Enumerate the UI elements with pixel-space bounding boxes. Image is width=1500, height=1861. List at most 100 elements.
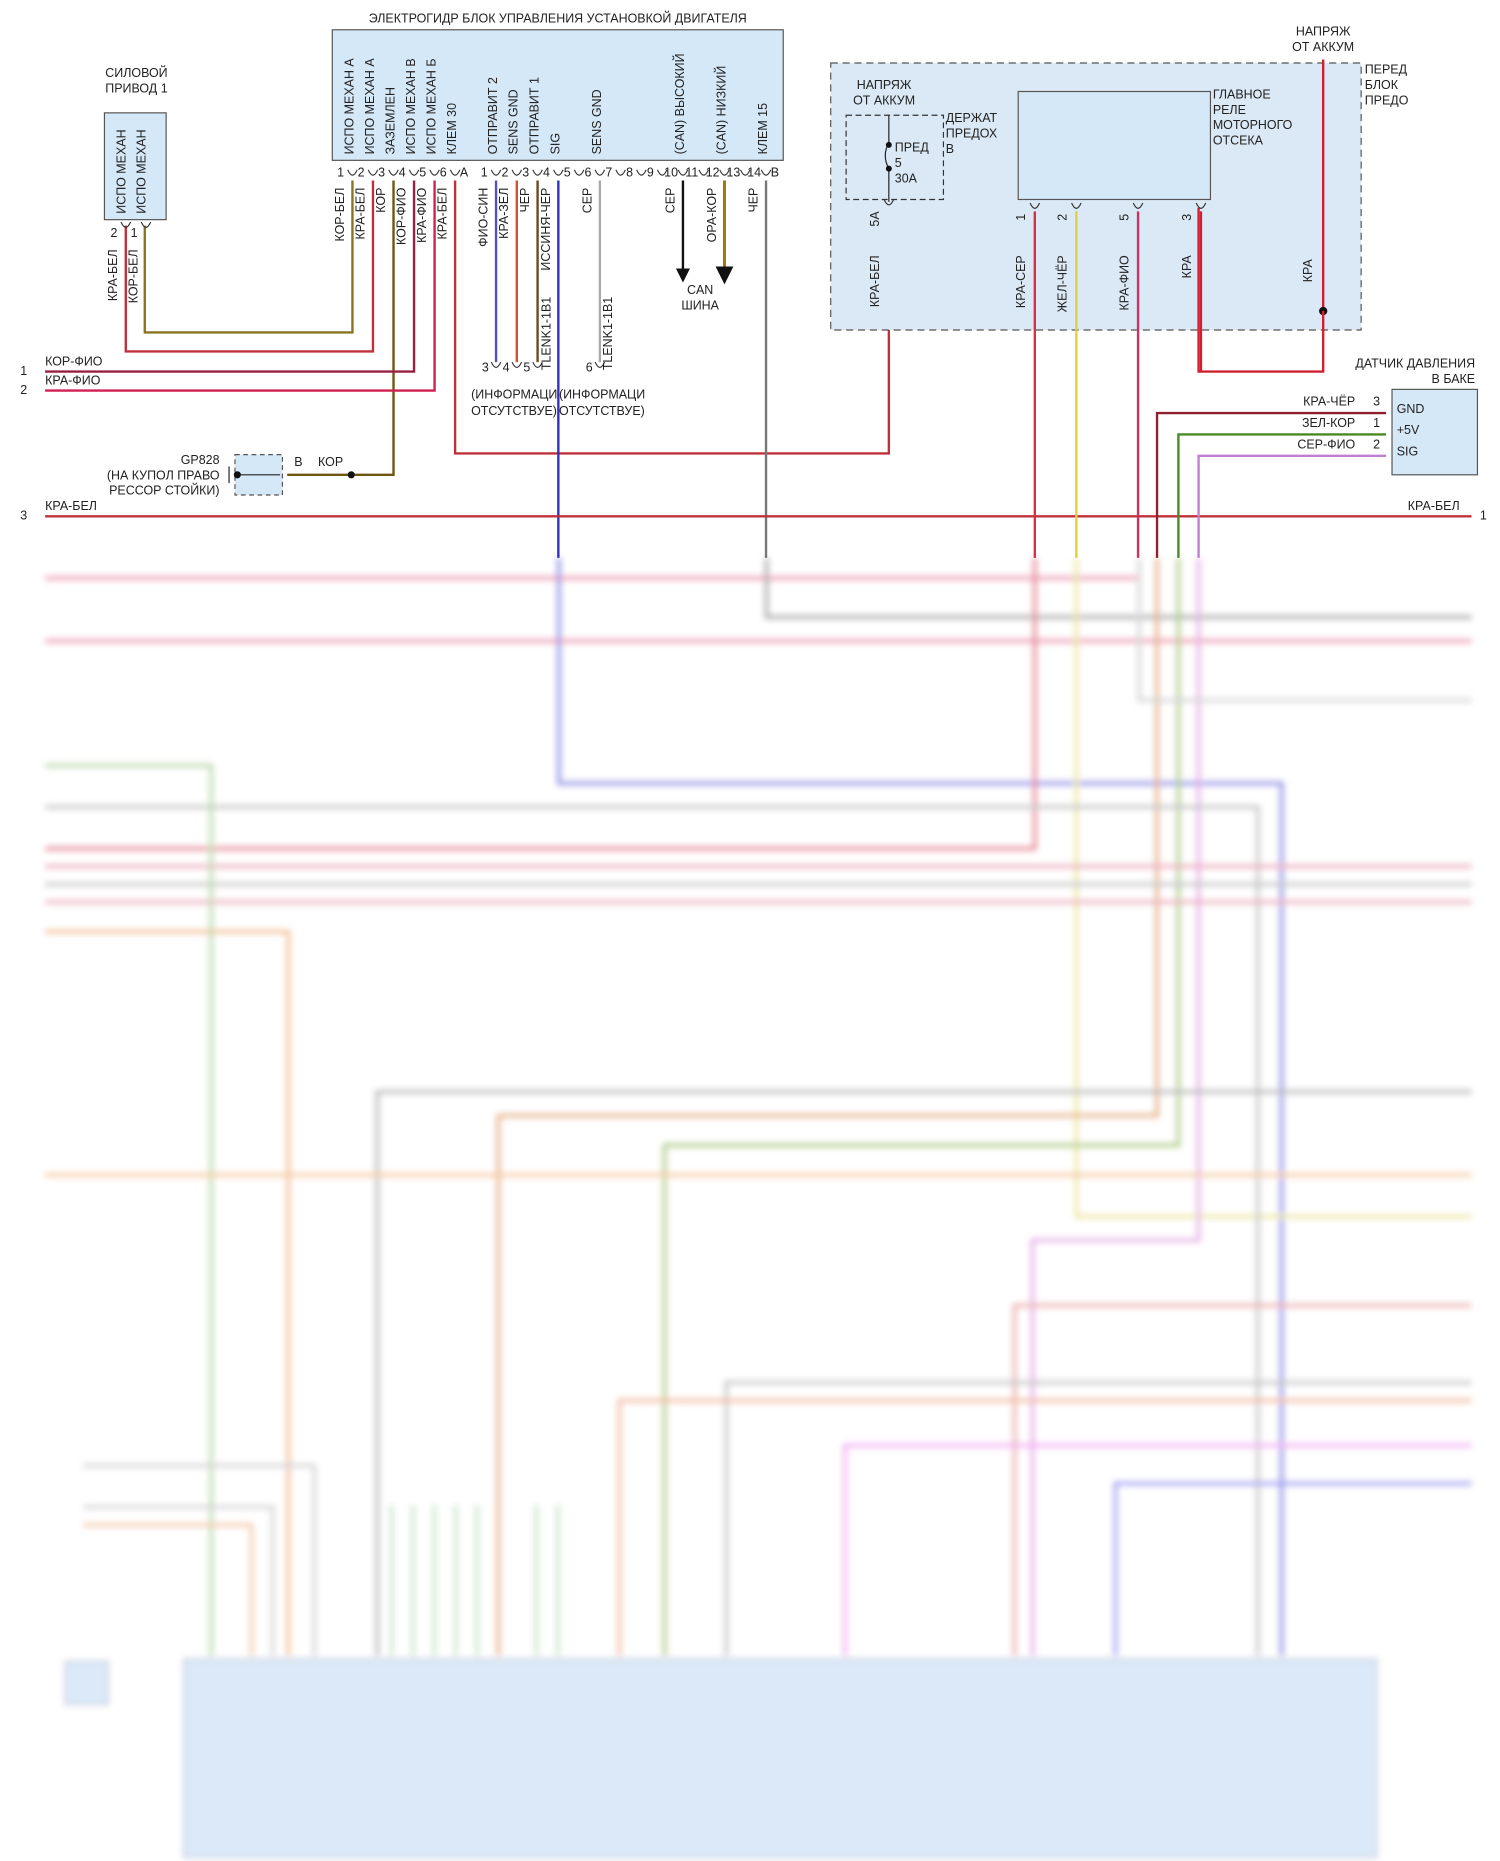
- wire: [1197, 207, 1325, 373]
- pin-function: КЛЕМ 15: [756, 103, 770, 154]
- wire-color: ИССИНЯ-ЧЕР: [539, 188, 553, 271]
- component-title: ПРЕДО: [1365, 93, 1409, 107]
- splice-dot: [885, 141, 892, 148]
- note: (ИНФОРМАЦИ: [559, 388, 645, 402]
- wire-color: СЕР: [580, 188, 594, 214]
- pin-number: 3: [1180, 214, 1194, 221]
- supply-label: ОТ АККУМ: [1292, 40, 1354, 54]
- connector-pin: [449, 169, 461, 176]
- connector-pin: [1132, 202, 1144, 209]
- connector-pin: [594, 169, 606, 176]
- wire-color: ФИО-СИН: [476, 188, 490, 247]
- pin-number: 10: [664, 166, 678, 180]
- pin-function: SIG: [1397, 445, 1418, 459]
- wire-color: ОРА-КОР: [705, 188, 719, 243]
- supply-label: ОТ АККУМ: [853, 93, 915, 107]
- wire-color: ЗЕЛ-КОР: [1302, 416, 1355, 430]
- pin-number: 1: [481, 166, 488, 180]
- wire: [496, 557, 1159, 1656]
- pin-number: 5: [523, 360, 530, 374]
- line-number: 1: [20, 364, 27, 378]
- wire: [124, 180, 375, 353]
- ground-symbol: [228, 466, 281, 484]
- component-title: МОТОРНОГО: [1213, 118, 1293, 132]
- wire-color: ЧЕР: [746, 188, 760, 213]
- pin-function: +5V: [1397, 423, 1420, 437]
- wire: [1197, 454, 1387, 558]
- connector-pin: [739, 169, 751, 176]
- pin-function: КЛЕМ 30: [445, 103, 459, 154]
- wire-color: КРА: [1301, 258, 1315, 282]
- connector-pin: [553, 169, 564, 176]
- wire-color: КРА-БЕЛ: [353, 188, 367, 240]
- pin-function: (CAN) НИЗКИЙ: [713, 66, 728, 155]
- component-title: ОТСЕКА: [1213, 134, 1264, 148]
- pin-function: ОТПРАВИТ 2: [486, 77, 500, 154]
- connector-pin: [656, 169, 668, 176]
- pin-number: 2: [501, 166, 508, 180]
- wire-color: КРА-ФИО: [1117, 255, 1131, 311]
- pin-function: ОТПРАВИТ 1: [528, 77, 542, 154]
- connector-pin: [532, 169, 543, 176]
- wire: [375, 1090, 1472, 1656]
- module-box: [64, 1660, 109, 1705]
- wire: [1137, 557, 1472, 703]
- pin-function: ЗАЗЕМЛЕН: [383, 87, 397, 154]
- wire: [617, 1398, 1472, 1656]
- pin-number: 11: [685, 166, 698, 180]
- component-title: РЕЛЕ: [1213, 103, 1246, 117]
- pin-number: 1: [337, 166, 344, 180]
- connector-pin: [1029, 202, 1041, 209]
- wire: [843, 1443, 1472, 1656]
- wire: [724, 1380, 1472, 1656]
- note: ОТСУТСТВУЕ): [559, 404, 645, 418]
- connector-pin: [677, 169, 689, 176]
- ecu-title: ЭЛЕКТРОГИДР БЛОК УПРАВЛЕНИЯ УСТАНОВКОЙ Д…: [369, 10, 747, 25]
- pin-number: 1: [131, 226, 138, 240]
- connector-pin: [511, 361, 523, 368]
- connector-id: B: [771, 166, 779, 180]
- wire-color: КРА-БЕЛ: [1408, 499, 1460, 513]
- splice-code: TLENK1-1B1: [539, 297, 553, 370]
- wire-color: СЕР-ФИО: [1297, 437, 1355, 451]
- pin-number: 3: [1373, 395, 1380, 409]
- component-title: ПРИВОД 1: [105, 81, 167, 95]
- wire-color: КРА-ФИО: [415, 187, 429, 243]
- pin-function: ИСПО МЕХАН Б: [424, 58, 438, 154]
- pin-number: 5: [419, 166, 426, 180]
- component-title: В БАКЕ: [1432, 372, 1476, 386]
- pin-number: 4: [543, 166, 550, 180]
- sensor-box: [1391, 388, 1479, 476]
- wire-color: КРА: [1180, 255, 1194, 279]
- connector-pin: [511, 169, 523, 176]
- wire: [1113, 1481, 1472, 1656]
- pin-number: 9: [647, 166, 654, 180]
- wire-color: ЧЕР: [518, 188, 532, 213]
- connector-pin: [594, 361, 606, 368]
- component-title: ПРЕДОХ: [946, 127, 998, 141]
- wire-color: КОР: [318, 455, 343, 469]
- line-number: 2: [20, 383, 27, 397]
- wire-color: КРА-ФИО: [45, 373, 101, 387]
- wire-color: КОР-ФИО: [394, 187, 408, 245]
- pin-number: 8: [626, 166, 633, 180]
- connector-pin: [573, 169, 585, 176]
- wire-color: КРА-БЕЛ: [45, 499, 97, 513]
- pin-number: 6: [586, 360, 593, 374]
- ground-label: РЕССОР СТОЙКИ): [109, 483, 219, 498]
- wire-color: ЖЕЛ-ЧЁР: [1056, 255, 1070, 312]
- actuator-box: [103, 112, 167, 221]
- wire-color: КОР-ФИО: [45, 354, 103, 368]
- wire: [351, 180, 395, 476]
- wire: [45, 763, 214, 1656]
- pin-number: 1: [1373, 416, 1380, 430]
- pin-number: 13: [726, 166, 740, 180]
- connector-pin: [388, 169, 399, 176]
- pin-number: 7: [605, 166, 612, 180]
- wire: [143, 180, 354, 334]
- fuse-label: 30A: [895, 172, 918, 186]
- connector-pin: [140, 221, 152, 228]
- wire-color: КОР: [374, 188, 388, 213]
- connector-pin: [490, 361, 502, 368]
- fuse-label: 5: [895, 156, 902, 170]
